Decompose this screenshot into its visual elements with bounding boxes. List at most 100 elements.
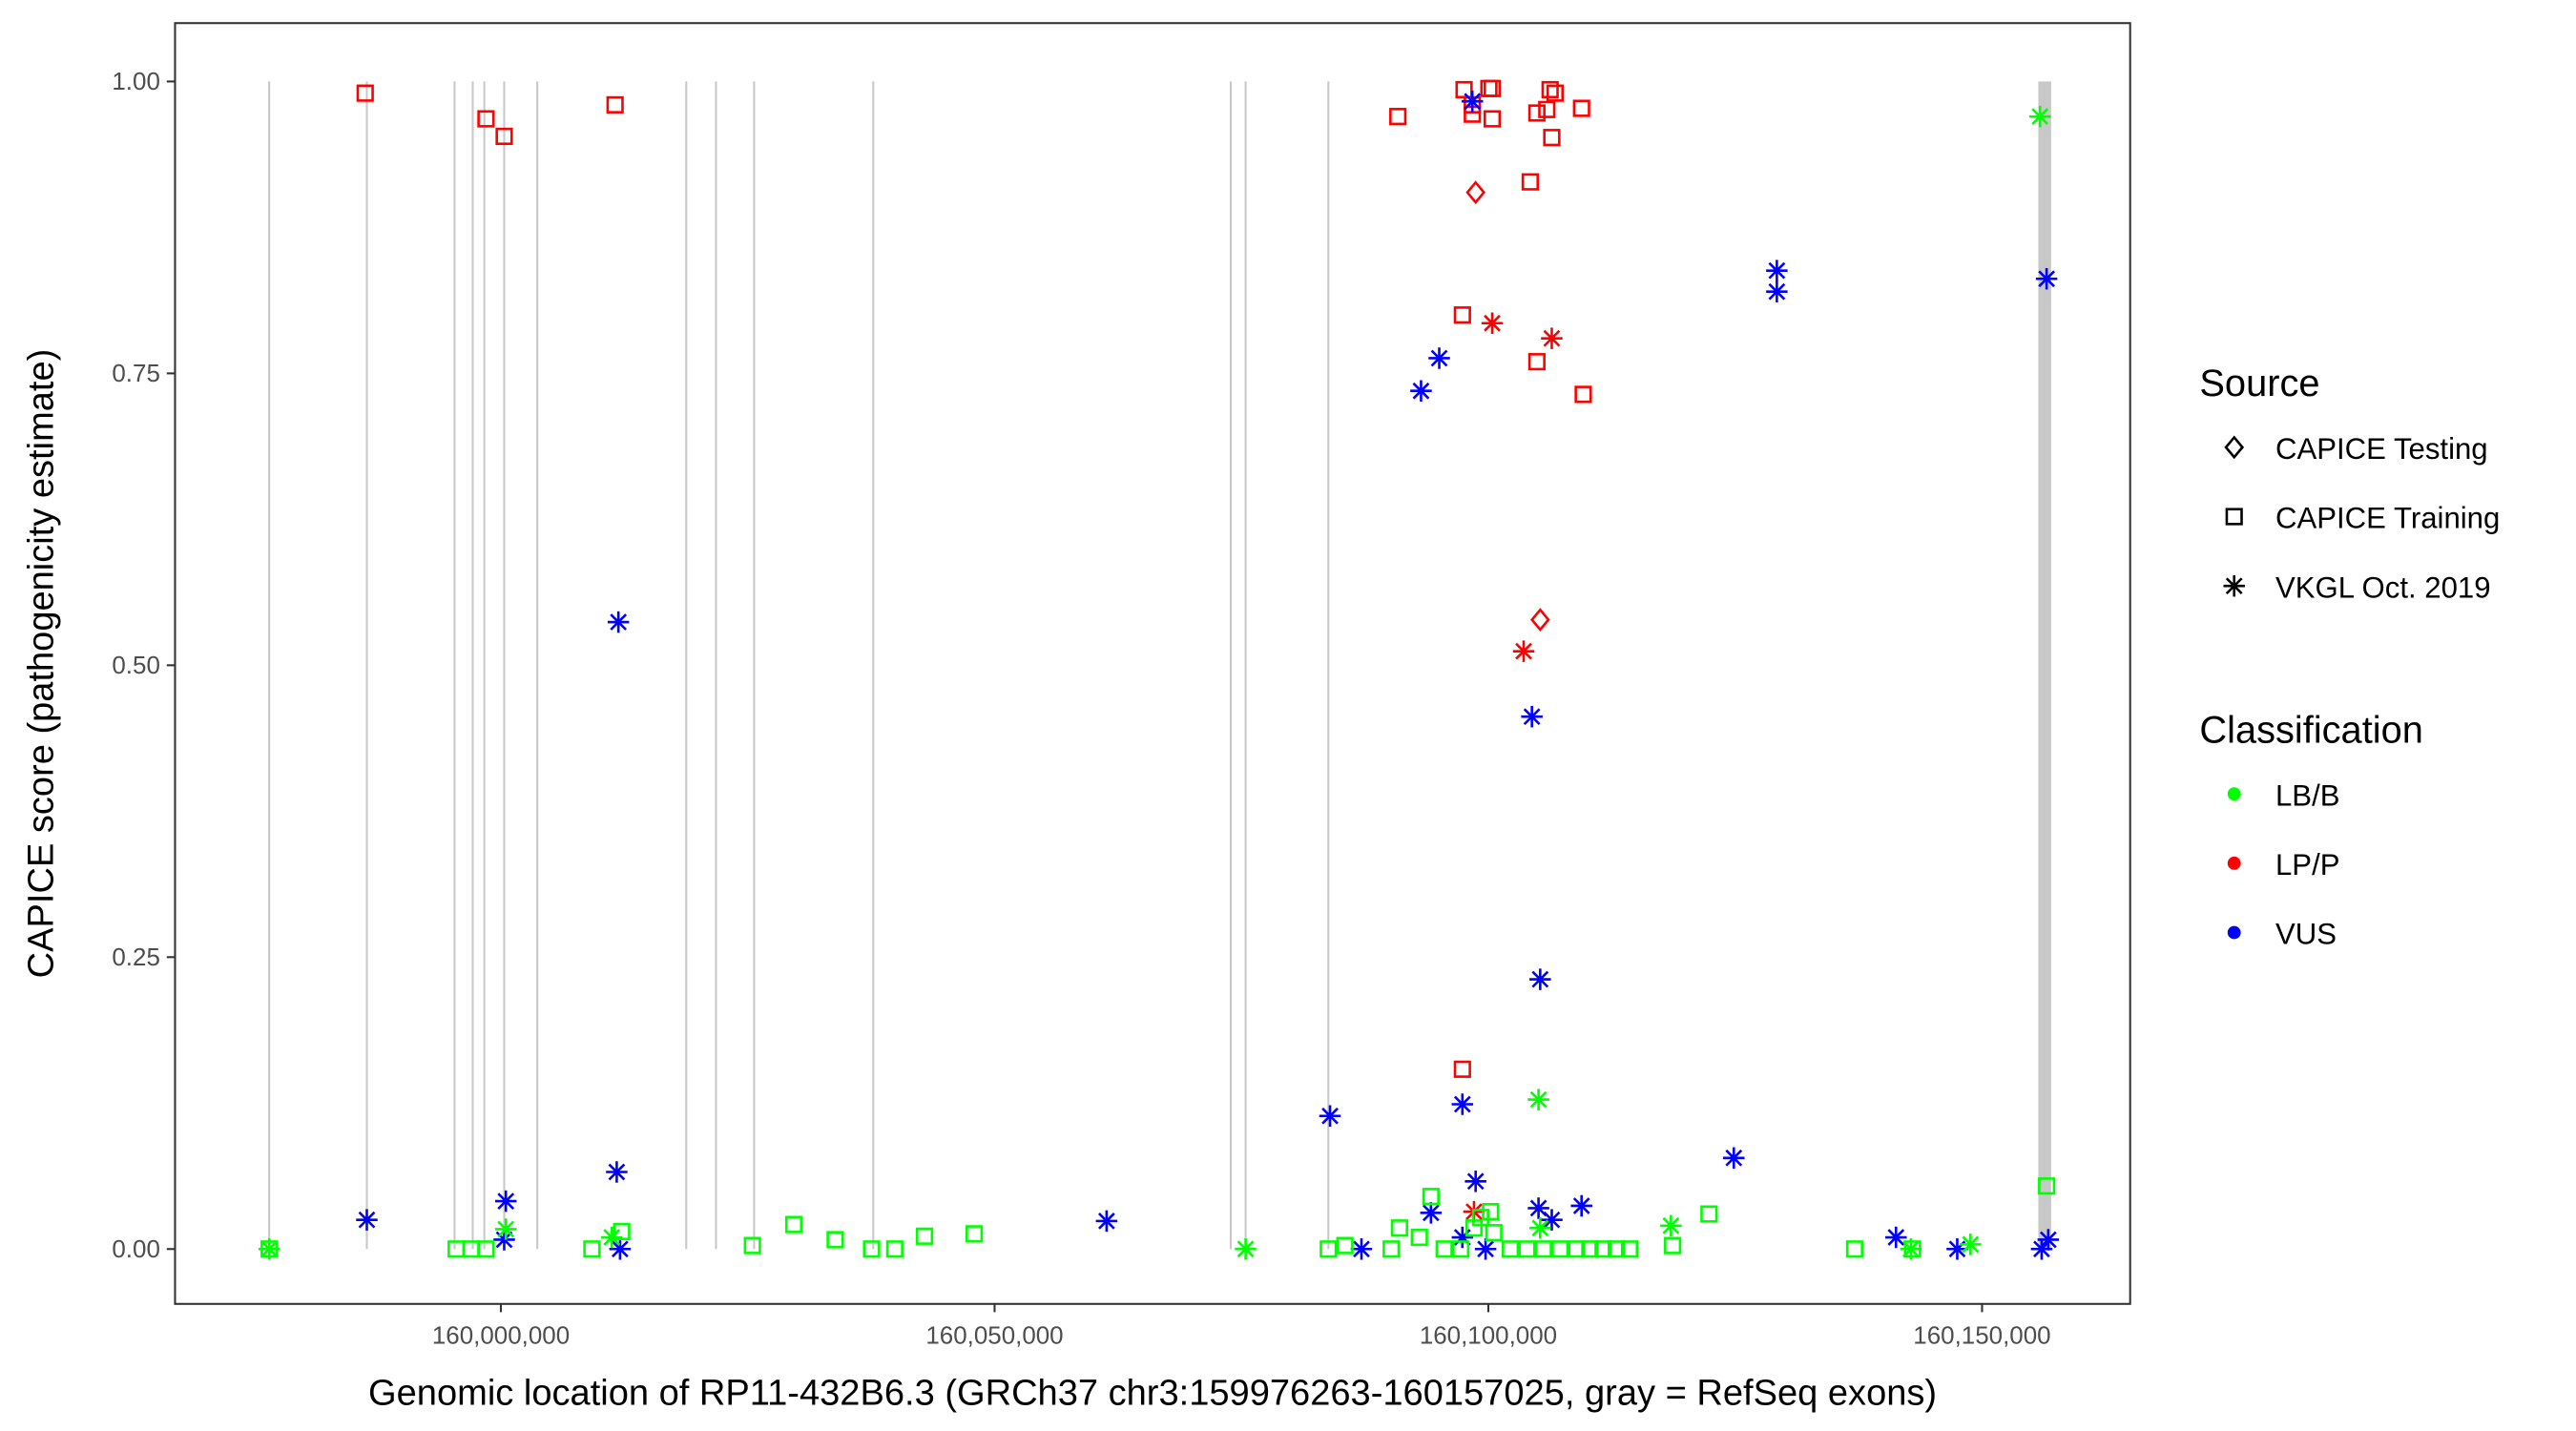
data-point bbox=[1461, 90, 1484, 113]
data-point bbox=[1529, 968, 1551, 990]
data-point bbox=[1572, 99, 1590, 117]
data-point bbox=[1319, 1105, 1341, 1127]
data-point bbox=[915, 1227, 934, 1245]
data-point bbox=[1664, 1236, 1682, 1255]
data-point bbox=[1382, 1240, 1401, 1258]
data-point bbox=[477, 1240, 495, 1258]
y-tick-label: 0.00 bbox=[112, 1236, 159, 1263]
data-point bbox=[1451, 1226, 1474, 1249]
data-point bbox=[260, 1240, 279, 1258]
data-point bbox=[1845, 1240, 1863, 1258]
data-point bbox=[1518, 1240, 1536, 1258]
data-point bbox=[494, 1218, 517, 1240]
data-point bbox=[1483, 110, 1502, 128]
data-point bbox=[1465, 1171, 1486, 1192]
legend-key-asterisk bbox=[2223, 574, 2245, 597]
x-tick-label: 160,050,000 bbox=[925, 1322, 1063, 1349]
data-point bbox=[356, 84, 374, 102]
data-point bbox=[583, 1240, 601, 1258]
legend-key-dot bbox=[2227, 925, 2241, 940]
data-point bbox=[1608, 1240, 1626, 1258]
plot-panel-border bbox=[174, 22, 2131, 1305]
data-point bbox=[1700, 1205, 1718, 1223]
y-axis-title: CAPICE score (pathogenicity estimate) bbox=[21, 349, 61, 979]
data-point bbox=[1410, 1228, 1428, 1247]
data-point bbox=[462, 1240, 480, 1258]
legend-label: LB/B bbox=[2275, 778, 2339, 812]
data-point bbox=[1350, 1238, 1373, 1260]
data-point bbox=[1451, 1093, 1474, 1115]
data-point bbox=[1541, 1209, 1563, 1231]
data-point bbox=[1960, 1234, 1982, 1255]
data-point bbox=[1465, 180, 1486, 205]
data-point bbox=[1336, 1236, 1354, 1255]
legend-key-dot bbox=[2227, 856, 2241, 870]
data-point bbox=[1574, 385, 1592, 404]
legend-label: VKGL Oct. 2019 bbox=[2275, 570, 2491, 604]
data-point bbox=[2035, 267, 2058, 290]
legend-key-diamond bbox=[2224, 435, 2245, 460]
data-point bbox=[1546, 84, 1565, 102]
y-tick-label: 0.25 bbox=[112, 944, 159, 971]
data-point bbox=[1521, 173, 1540, 191]
data-point bbox=[2037, 1229, 2060, 1251]
data-point bbox=[1568, 1240, 1586, 1258]
data-point bbox=[1660, 1214, 1682, 1237]
data-point bbox=[1766, 280, 1788, 302]
data-point bbox=[1319, 1240, 1338, 1258]
data-point bbox=[1485, 1224, 1503, 1242]
data-point bbox=[1903, 1240, 1922, 1258]
data-point bbox=[862, 1240, 881, 1258]
data-point bbox=[1521, 705, 1543, 728]
legend-label: CAPICE Testing bbox=[2275, 432, 2488, 466]
y-tick-label: 0.75 bbox=[112, 361, 159, 387]
data-point bbox=[2038, 1177, 2056, 1195]
data-point bbox=[1482, 1203, 1500, 1221]
data-point bbox=[1390, 1219, 1408, 1237]
data-point bbox=[606, 1161, 628, 1183]
data-point bbox=[1095, 1210, 1118, 1233]
data-point bbox=[1410, 380, 1432, 402]
data-point bbox=[1529, 1216, 1551, 1239]
legend-label: CAPICE Training bbox=[2275, 502, 2500, 535]
data-point bbox=[1474, 1238, 1497, 1260]
x-axis-title: Genomic location of RP11-432B6.3 (GRCh37… bbox=[368, 1373, 1937, 1413]
data-point bbox=[1455, 80, 1473, 99]
legend-label: VUS bbox=[2275, 918, 2337, 951]
data-point bbox=[1471, 1209, 1489, 1227]
data-point bbox=[1723, 1147, 1745, 1170]
data-point bbox=[1389, 108, 1407, 126]
data-point bbox=[1538, 100, 1556, 118]
y-tick-label: 0.50 bbox=[112, 653, 159, 679]
data-point bbox=[1534, 1240, 1552, 1258]
x-tick-label: 160,100,000 bbox=[1420, 1322, 1557, 1349]
data-point bbox=[1453, 1060, 1471, 1078]
data-point bbox=[447, 1240, 466, 1258]
data-point bbox=[1502, 1240, 1520, 1258]
data-point bbox=[613, 1222, 631, 1240]
data-point bbox=[1527, 353, 1546, 371]
data-point bbox=[1481, 312, 1504, 334]
x-tick-label: 160,150,000 bbox=[1913, 1322, 2050, 1349]
data-point bbox=[1527, 104, 1546, 122]
data-point bbox=[1527, 1089, 1549, 1110]
legend-label: LP/P bbox=[2275, 848, 2339, 881]
data-point bbox=[1570, 1194, 1592, 1217]
data-point bbox=[1541, 80, 1559, 99]
data-point bbox=[600, 1226, 623, 1249]
exon-lines bbox=[268, 81, 2051, 1250]
data-point bbox=[607, 611, 630, 633]
data-point bbox=[1435, 1240, 1453, 1258]
data-point bbox=[1451, 1240, 1470, 1258]
data-point bbox=[1885, 1226, 1907, 1249]
data-point bbox=[1766, 259, 1788, 281]
data-point bbox=[743, 1236, 761, 1255]
legend-title-classification: Classification bbox=[2199, 710, 2422, 752]
data-point bbox=[966, 1225, 984, 1243]
data-point bbox=[1594, 1240, 1612, 1258]
data-points bbox=[258, 79, 2060, 1260]
x-axis: 160,000,000 160,050,000 160,100,000 160,150… bbox=[432, 1303, 2051, 1349]
legend-key-square bbox=[2225, 508, 2243, 526]
exon-band bbox=[2038, 81, 2051, 1250]
